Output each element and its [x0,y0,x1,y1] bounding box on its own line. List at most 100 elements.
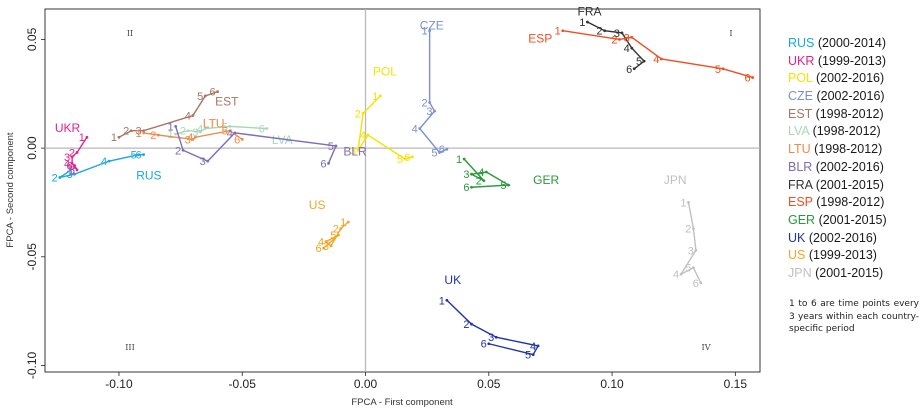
data-point [142,129,146,133]
data-point [240,138,244,141]
legend-series-name: ESP [788,195,813,210]
x-tick-label: 0.10 [600,377,624,391]
series-ger: 1 23 4 5 6 GER [456,154,559,194]
data-point [203,94,207,98]
legend-series-name: EST [788,106,813,121]
data-point [428,29,432,33]
point-label: 6 [404,152,410,164]
legend-entry: CZE (2002-2016) [788,88,921,106]
point-label: 2 [180,126,186,138]
data-point [445,298,449,302]
data-point [203,127,207,130]
legend-series-period: (2001-2015) [812,177,884,192]
point-label: 5 [431,147,437,159]
point-label: 1 [372,91,378,103]
data-point [228,129,232,133]
point-label: 5 [69,165,75,177]
point-label: 5 [715,64,721,76]
series-name-label: UKR [55,121,81,135]
data-point [334,144,338,148]
data-point [157,133,160,137]
legend-series-name: FRA [788,177,813,192]
quadrant-label: I [729,29,732,38]
legend-series-name: US [788,248,806,263]
point-label: 4 [360,130,366,142]
data-point [70,155,74,159]
data-point [445,147,449,151]
legend-entry: UK (2002-2016) [788,230,921,248]
legend-entry: RUS (2000-2014) [788,35,921,53]
point-label: 1 [579,17,585,29]
point-label: 4 [478,167,484,179]
y-tick-label: -0.05 [25,243,39,271]
point-label: 1 [66,163,72,175]
point-label: 6 [481,339,487,351]
legend-entry: US (1999-2013) [788,247,921,265]
data-point [73,164,76,167]
point-label: 5 [197,91,203,103]
point-label: 6 [744,72,750,84]
point-label: 6 [439,144,445,156]
data-point [181,148,185,152]
legend-series-period: (1999-2013) [814,53,886,68]
point-label: 2 [476,176,482,188]
data-point [484,170,488,174]
legend-entry: UKR (1999-2013) [788,53,921,71]
point-label: 3 [135,126,141,138]
point-label: 3 [350,145,356,157]
legend-series-period: (2001-2015) [815,212,887,227]
legend-entry: GER (2001-2015) [788,212,921,230]
data-point [228,124,232,128]
point-label: 5 [397,154,403,166]
point-label: 2 [355,108,361,120]
series-line [143,129,243,141]
data-point [630,46,634,50]
series-name-label: JPN [664,173,687,187]
point-label: 6 [320,158,326,170]
point-label: 1 [111,132,117,144]
series-cze: 1 234 5 6 CZE [412,19,449,159]
point-label: 3 [688,245,694,257]
series-name-label: POL [373,64,397,78]
series-line [679,202,702,284]
x-tick-label: 0.15 [724,377,748,391]
data-point [531,353,535,357]
data-point [186,129,190,133]
reference-lines [45,9,760,372]
data-point [482,179,486,183]
point-label: 4 [530,341,536,353]
legend-series-name: JPN [788,265,812,280]
data-point [630,35,634,39]
legend-series-name: CZE [788,89,813,104]
point-label: 4 [653,54,659,66]
data-point [687,201,690,204]
legend-entry: JPN (2001-2015) [788,265,921,283]
series-line [118,90,218,138]
data-point [536,344,540,348]
point-label: 2 [175,145,181,157]
point-label: 1 [680,197,686,209]
point-label: 3 [64,152,70,164]
data-point [679,272,683,276]
legend-series-period: (2002-2016) [812,159,884,174]
point-label: 2 [69,147,75,159]
data-point [346,220,350,224]
x-tick-label: 0.05 [477,377,501,391]
legend-series-name: UK [788,230,806,245]
x-tick-label: -0.10 [105,377,133,391]
point-label: 2 [611,34,617,46]
data-point [692,266,695,270]
data-point [191,138,195,141]
x-tick-label: -0.05 [229,377,257,391]
series-line [463,158,511,188]
x-tick-label: 0.00 [354,377,378,391]
data-point [265,127,269,130]
point-label: 6 [135,150,141,162]
